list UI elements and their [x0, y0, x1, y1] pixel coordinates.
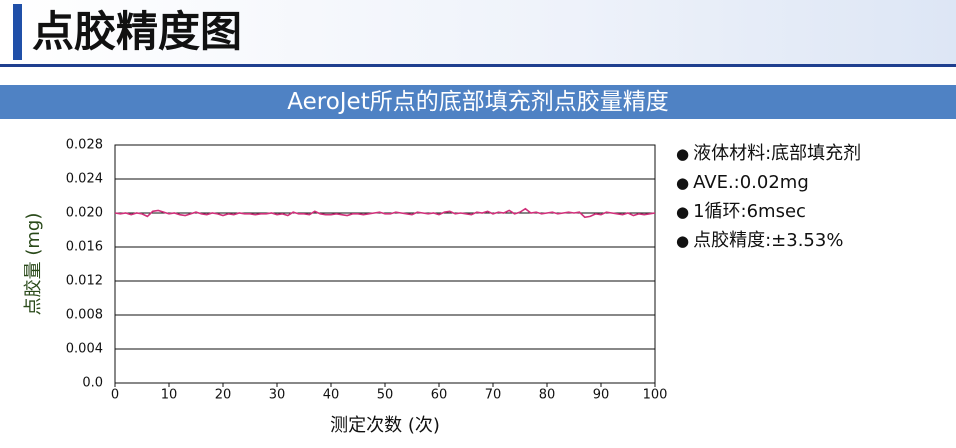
y-tick-label: 0.024	[66, 172, 103, 187]
chart-title-bar: AeroJet所点的底部填充剂点胶量精度	[0, 85, 956, 119]
x-tick-label: 80	[539, 388, 556, 403]
note: 液体材料:底部填充剂	[676, 139, 861, 168]
y-tick-label: 0.028	[66, 138, 103, 153]
x-tick-label: 100	[643, 388, 668, 403]
y-tick-label: 0.0	[82, 376, 103, 391]
x-tick-label: 40	[323, 388, 340, 403]
y-tick-label: 0.016	[66, 240, 103, 255]
data-line	[114, 207, 656, 219]
notes: 液体材料:底部填充剂AVE.:0.02mg1循环:6msec点胶精度:±3.53…	[676, 139, 861, 255]
y-tick-label: 0.020	[66, 206, 103, 221]
x-tick-label: 10	[161, 388, 178, 403]
note: AVE.:0.02mg	[676, 168, 861, 197]
x-tick-label: 90	[593, 388, 610, 403]
plot-frame	[114, 144, 656, 384]
y-tick-label: 0.012	[66, 274, 103, 289]
y-tick-label: 0.004	[66, 342, 103, 357]
y-tick-label: 0.008	[66, 308, 103, 323]
note: 1循环:6msec	[676, 197, 861, 226]
x-tick-label: 70	[485, 388, 502, 403]
x-tick-label: 30	[269, 388, 286, 403]
header-stripe	[13, 4, 22, 60]
x-tick-label: 20	[215, 388, 232, 403]
page-title: 点胶精度图	[32, 7, 243, 56]
x-tick-label: 60	[431, 388, 448, 403]
x-tick-label: 50	[377, 388, 394, 403]
header: 点胶精度图	[0, 0, 956, 67]
x-axis-label: 测定次数 (次)	[330, 415, 440, 436]
x-tick-label: 0	[111, 388, 119, 403]
y-axis-label: 点胶量 (mg)	[23, 213, 44, 316]
note: 点胶精度:±3.53%	[676, 226, 861, 255]
